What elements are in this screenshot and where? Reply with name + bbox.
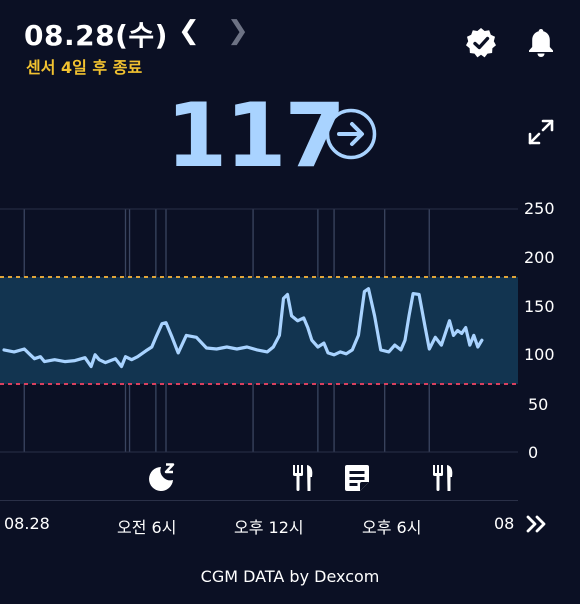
y-tick-label: 100: [524, 345, 555, 364]
verified-badge-icon[interactable]: [464, 26, 498, 60]
current-glucose-value: 117: [166, 84, 346, 187]
x-tick-label: 오후 12시: [234, 518, 304, 537]
target-range-band: [0, 277, 518, 384]
y-tick-label: 0: [528, 443, 539, 462]
glucose-trace-line: [2, 287, 484, 369]
meal-icon[interactable]: [286, 461, 320, 495]
x-tick-label: 08.: [494, 514, 514, 533]
x-tick-label: 오전 6시: [117, 518, 177, 537]
meal-icon[interactable]: [426, 461, 460, 495]
arrow-right-circle-icon: [325, 108, 377, 160]
double-chevron-right-icon[interactable]: [524, 512, 548, 536]
y-tick-label: 250: [524, 199, 555, 218]
footer-credit: CGM DATA by Dexcom: [200, 567, 380, 586]
note-icon[interactable]: [340, 461, 374, 495]
bell-icon[interactable]: [524, 26, 558, 60]
x-tick-label: 08.28: [4, 514, 50, 533]
y-tick-label: 150: [524, 297, 555, 316]
sensor-status: 센서 4일 후 종료: [26, 58, 143, 77]
y-tick-label: 200: [524, 248, 555, 267]
glucose-chart: [0, 208, 518, 453]
x-tick-label: 오후 6시: [362, 518, 422, 537]
date-title: 08.28(수): [24, 19, 168, 52]
expand-icon[interactable]: [526, 117, 556, 147]
sleep-moon-icon[interactable]: [144, 461, 178, 495]
chevron-right-icon[interactable]: ❯: [227, 16, 249, 46]
y-tick-label: 50: [528, 395, 549, 414]
axis-divider: [0, 500, 518, 501]
chevron-left-icon[interactable]: ❮: [178, 16, 200, 46]
chart-grid: [0, 208, 518, 453]
